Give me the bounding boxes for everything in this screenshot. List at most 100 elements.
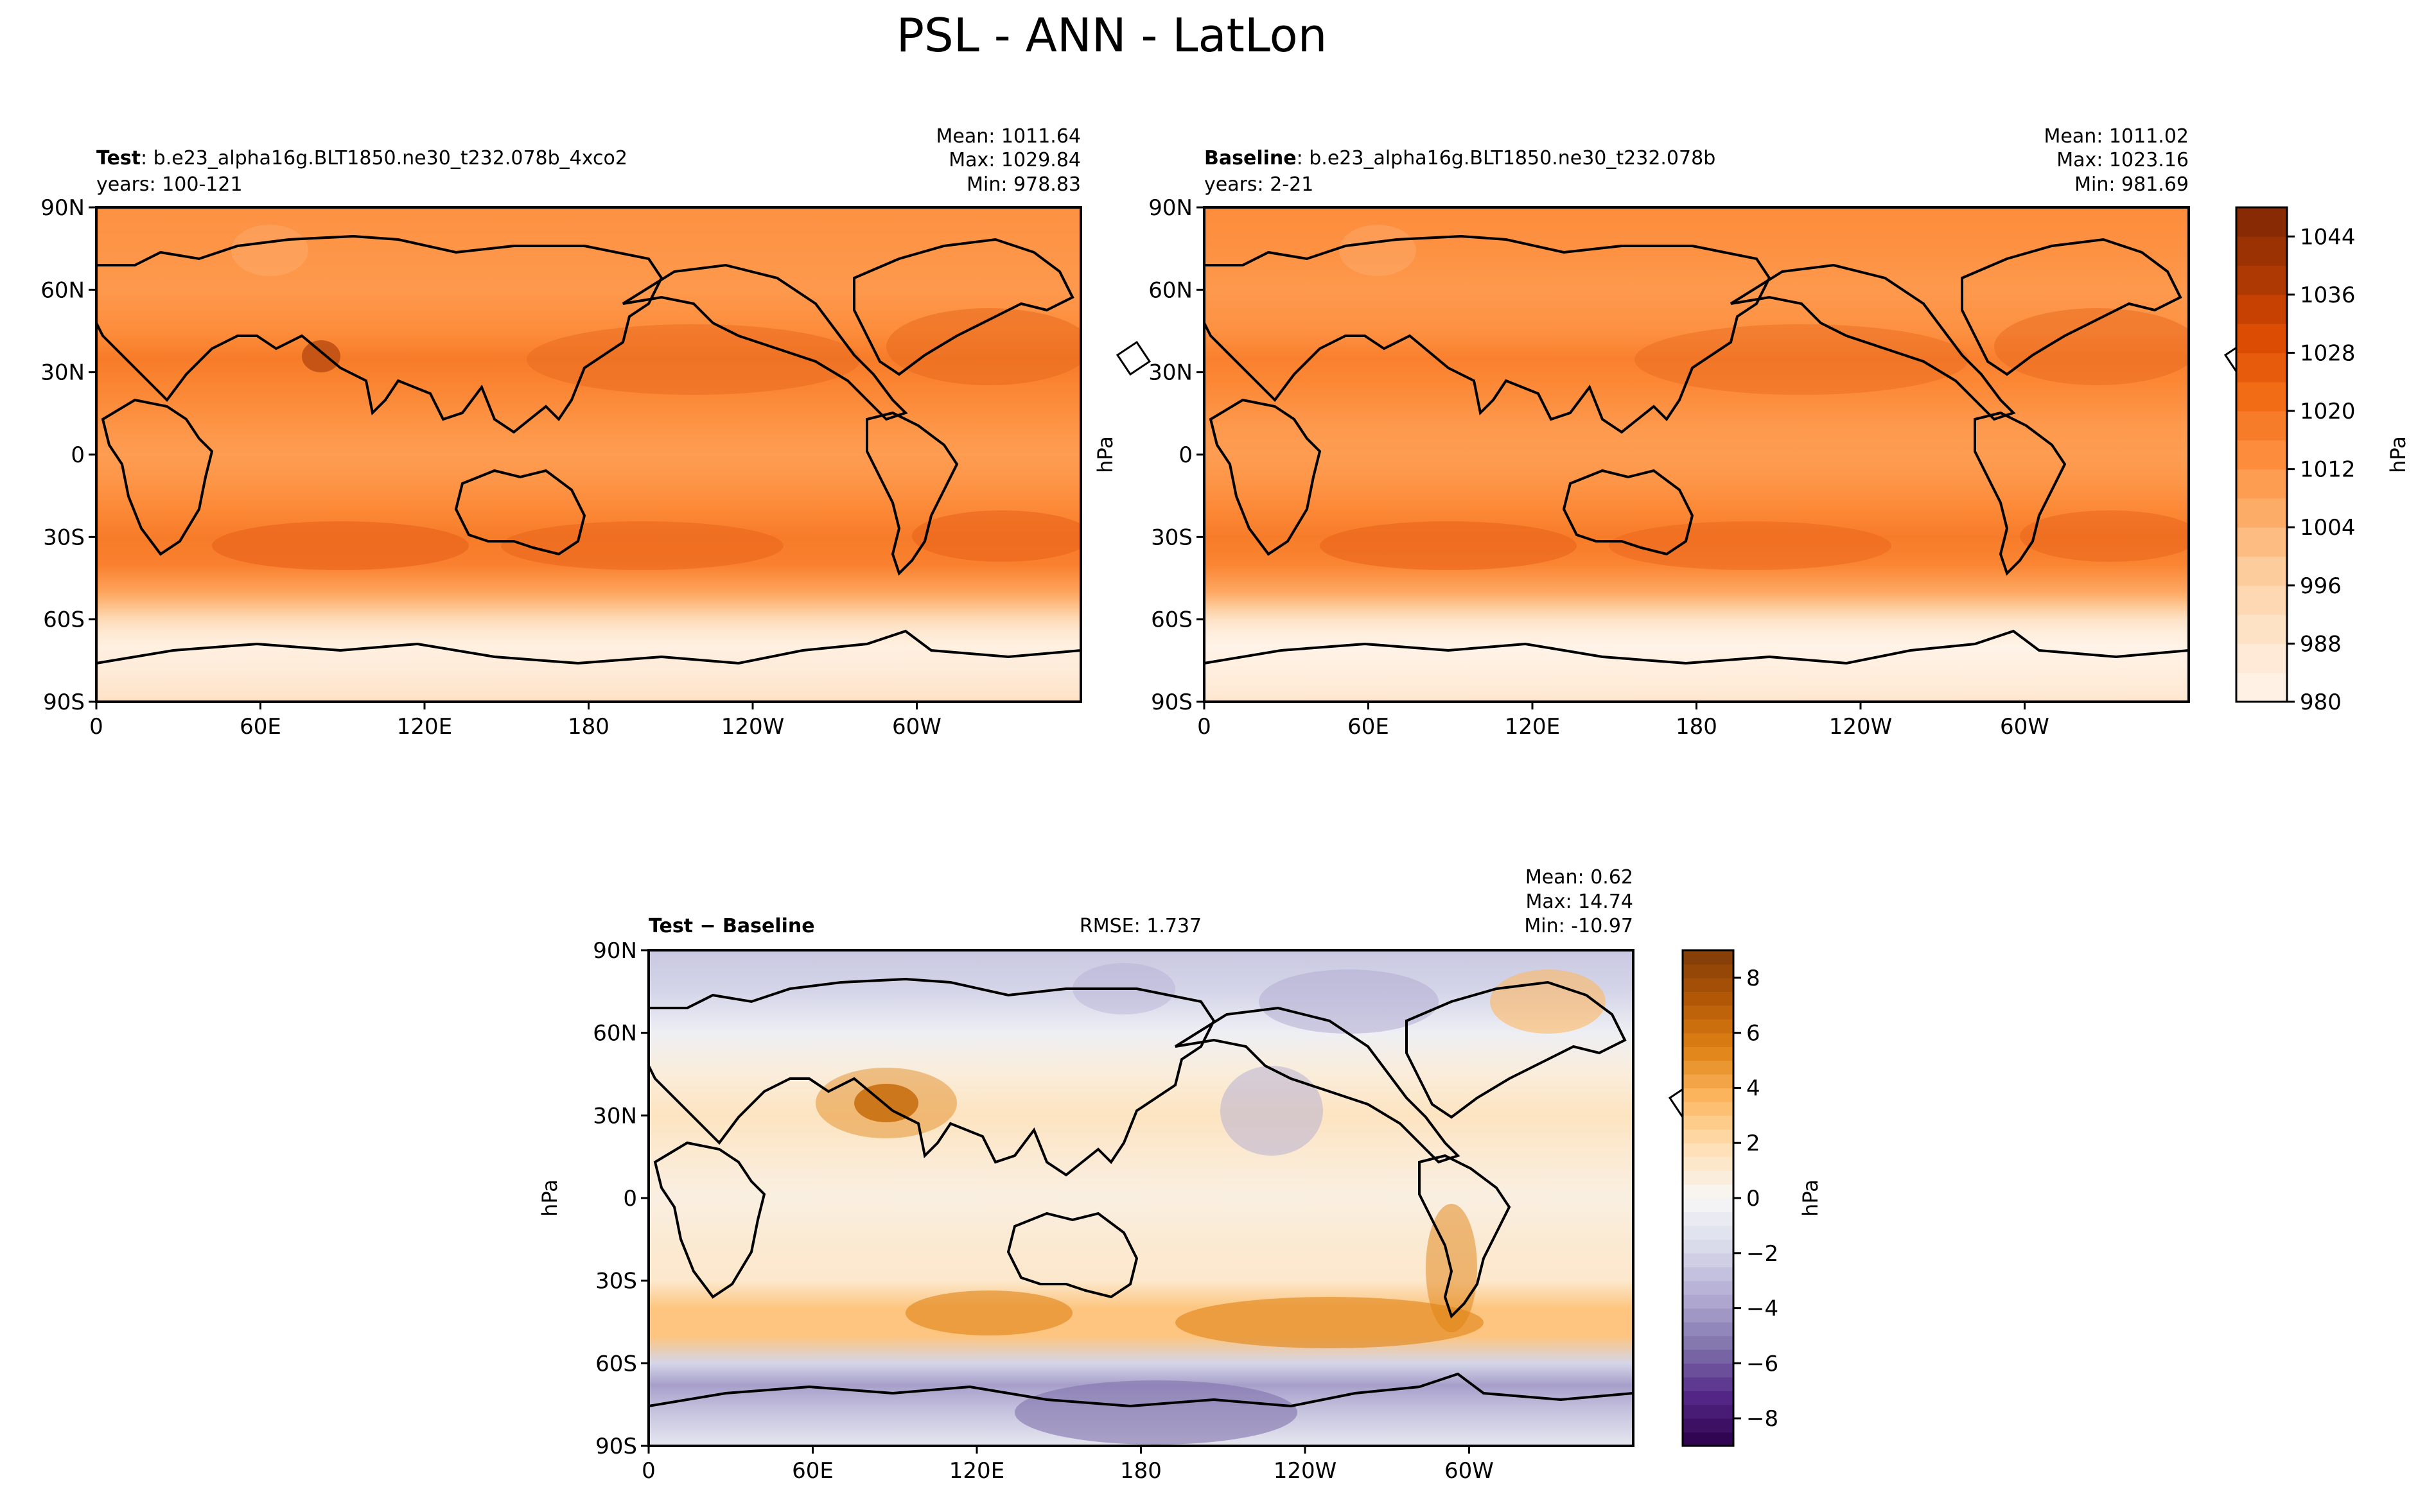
colorbar-step	[2236, 236, 2287, 266]
psl-colorbar-label: hPa	[2386, 436, 2410, 473]
lon-tick-label: 60E	[792, 1458, 834, 1484]
colorbar-tick-label: 988	[2300, 631, 2342, 657]
lat-tick-label: 60S	[43, 607, 85, 633]
colorbar-step	[1683, 1253, 1733, 1267]
test-label-rest: : b.e23_alpha16g.BLT1850.ne30_t232.078b_…	[141, 147, 627, 169]
colorbar-step	[1683, 1404, 1733, 1419]
colorbar-step	[1683, 1225, 1733, 1240]
colorbar-step	[1683, 1198, 1733, 1213]
lon-tick-label: 0	[89, 714, 103, 740]
colorbar-step	[1683, 991, 1733, 1006]
baseline-mean: Mean: 1011.02	[2044, 125, 2189, 148]
colorbar-step	[2236, 498, 2287, 528]
colorbar-step	[2236, 469, 2287, 499]
test-panel: Test: b.e23_alpha16g.BLT1850.ne30_t232.0…	[40, 125, 1152, 740]
colorbar-tick-label: 6	[1746, 1021, 1760, 1047]
colorbar-step	[1683, 1129, 1733, 1143]
lat-tick-label: 60S	[595, 1351, 637, 1377]
diff-panel: Test − Baseline RMSE: 1.737 Mean: 0.62 M…	[538, 866, 1704, 1484]
lat-tick-label: 90N	[1148, 195, 1193, 221]
colorbar-step	[1683, 1432, 1733, 1447]
lat-tick-label: 60N	[1148, 277, 1193, 303]
colorbar-tick-label: 1044	[2300, 224, 2356, 250]
test-field	[96, 207, 1081, 702]
colorbar-step	[1683, 1156, 1733, 1171]
colorbar-tick-label: 0	[1746, 1186, 1760, 1212]
test-panel-label: Test: b.e23_alpha16g.BLT1850.ne30_t232.0…	[96, 147, 627, 169]
diff-min: Min: -10.97	[1524, 915, 1633, 937]
baseline-min: Min: 981.69	[2074, 173, 2189, 196]
diff-colorbar-ticks: 8 6 4 2 0 −2 −4 −6 −8	[1733, 966, 1778, 1432]
lon-tick-label: 60W	[2000, 714, 2049, 740]
diff-colorbar-steps	[1683, 950, 1733, 1447]
colorbar-step	[2236, 672, 2287, 702]
colorbar-step	[2236, 381, 2287, 412]
lon-tick-label: 60E	[1347, 714, 1389, 740]
colorbar-tick-label: 1020	[2300, 399, 2356, 424]
baseline-ylabel: hPa	[1093, 436, 1117, 473]
lon-tick-label: 0	[642, 1458, 656, 1484]
colorbar-step	[1683, 964, 1733, 978]
test-mean: Mean: 1011.64	[936, 125, 1081, 148]
psl-colorbar-ticks: 980 988 996 1004 1012 1020 1028 1036 1044	[2287, 224, 2356, 715]
colorbar-step	[2236, 440, 2287, 470]
colorbar-step	[1683, 1170, 1733, 1185]
baseline-label-rest: : b.e23_alpha16g.BLT1850.ne30_t232.078b	[1297, 147, 1716, 169]
colorbar-step	[1683, 977, 1733, 992]
baseline-coastlines	[1203, 234, 2259, 665]
psl-colorbar: 980 988 996 1004 1012 1020 1028 1036 1044 hPa	[2235, 206, 2410, 715]
test-lat-ticks: 90N 60N 30N 0 30S 60S 90S	[40, 195, 96, 715]
colorbar-step	[2236, 585, 2287, 615]
test-blobs	[212, 225, 1081, 570]
test-coastlines	[95, 234, 1152, 665]
lat-tick-label: 30N	[40, 360, 85, 386]
colorbar-tick-label: −2	[1746, 1241, 1778, 1267]
lat-tick-label: 30N	[593, 1103, 637, 1129]
diff-max: Max: 14.74	[1525, 891, 1633, 913]
colorbar-step	[1683, 1047, 1733, 1061]
lat-tick-label: 60N	[40, 277, 85, 303]
colorbar-step	[2236, 614, 2287, 645]
figure-title: PSL - ANN - LatLon	[897, 8, 1327, 62]
test-label-bold: Test	[96, 147, 141, 169]
baseline-lat-ticks: 90N 60N 30N 0 30S 60S 90S	[1148, 195, 1204, 715]
colorbar-step	[1683, 1032, 1733, 1047]
colorbar-tick-label: −4	[1746, 1296, 1778, 1322]
colorbar-step	[1683, 950, 1733, 965]
colorbar-tick-label: 2	[1746, 1131, 1760, 1156]
diff-lon-ticks: 0 60E 120E 180 120W 60W	[642, 1446, 1494, 1484]
colorbar-step	[1683, 1239, 1733, 1254]
diff-label: Test − Baseline	[649, 915, 815, 937]
lon-tick-label: 60W	[1444, 1458, 1494, 1484]
diff-rmse: RMSE: 1.737	[1080, 915, 1202, 937]
colorbar-step	[1683, 1060, 1733, 1075]
diff-field	[649, 950, 1633, 1446]
lat-tick-label: 90N	[40, 195, 85, 221]
colorbar-step	[1683, 1280, 1733, 1295]
diff-colorbar-label: hPa	[1798, 1179, 1823, 1217]
lon-tick-label: 60E	[240, 714, 281, 740]
colorbar-step	[1683, 1377, 1733, 1391]
test-max: Max: 1029.84	[949, 149, 1081, 171]
colorbar-step	[1683, 1363, 1733, 1378]
colorbar-step	[1683, 1391, 1733, 1405]
colorbar-step	[1683, 1074, 1733, 1089]
test-lon-ticks: 0 60E 120E 180 120W 60W	[89, 702, 942, 740]
colorbar-step	[2236, 411, 2287, 440]
lat-tick-label: 30S	[595, 1269, 637, 1294]
colorbar-step	[1683, 1184, 1733, 1199]
colorbar-step	[2236, 643, 2287, 673]
colorbar-step	[1683, 1349, 1733, 1364]
diff-ylabel: hPa	[538, 1179, 562, 1217]
baseline-field	[1204, 207, 2189, 702]
baseline-years: years: 2-21	[1204, 173, 1313, 196]
test-min: Min: 978.83	[967, 173, 1081, 196]
baseline-label-bold: Baseline	[1204, 147, 1297, 169]
lat-tick-label: 90N	[593, 938, 637, 964]
colorbar-step	[1683, 1101, 1733, 1116]
colorbar-step	[2236, 527, 2287, 557]
colorbar-tick-label: −8	[1746, 1406, 1778, 1432]
colorbar-step	[2236, 352, 2287, 383]
colorbar-step	[1683, 1005, 1733, 1020]
colorbar-step	[1683, 1115, 1733, 1130]
